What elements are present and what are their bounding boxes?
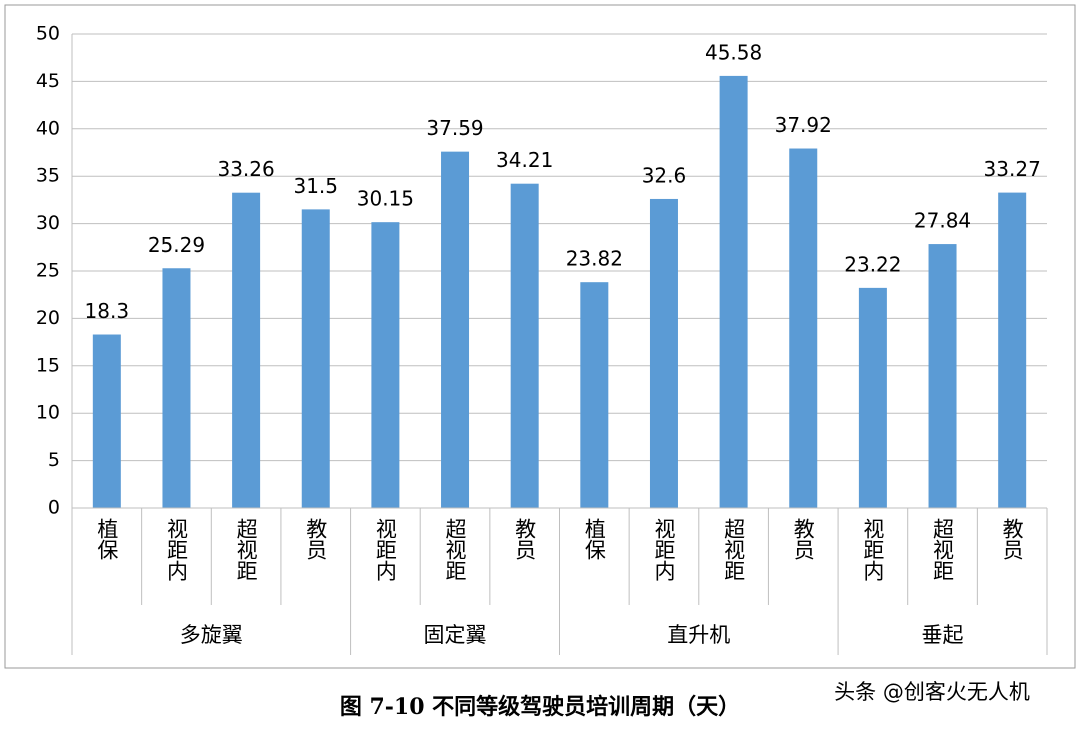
x-tick-label: 教员 <box>304 518 328 560</box>
y-tick-label: 15 <box>36 354 60 376</box>
bar <box>92 334 121 508</box>
bar <box>232 192 261 509</box>
y-tick-label: 20 <box>36 307 60 329</box>
bar <box>928 244 957 509</box>
x-tick-label: 超视距 <box>234 518 258 581</box>
bar <box>510 183 539 508</box>
bar <box>301 209 330 508</box>
x-tick-label: 视距内 <box>373 518 397 581</box>
bar <box>441 151 470 509</box>
x-tick-label: 视距内 <box>164 518 188 581</box>
bar <box>998 192 1027 508</box>
y-tick-label: 35 <box>36 165 60 187</box>
value-label: 37.92 <box>775 113 832 137</box>
y-tick-label: 40 <box>36 117 60 139</box>
y-tick-label: 45 <box>36 70 60 92</box>
x-tick-label: 教员 <box>513 518 537 560</box>
bar <box>649 198 678 508</box>
value-label: 25.29 <box>148 233 205 257</box>
bar <box>719 75 748 508</box>
group-label: 多旋翼 <box>180 623 243 647</box>
x-tick-label: 植保 <box>582 518 606 560</box>
chart-frame <box>4 4 1076 669</box>
value-label: 33.27 <box>984 157 1041 181</box>
x-tick-label: 教员 <box>1000 518 1024 560</box>
y-tick-label: 0 <box>48 497 60 519</box>
value-label: 27.84 <box>914 209 971 233</box>
group-label: 直升机 <box>667 623 730 647</box>
value-label: 31.5 <box>293 174 338 198</box>
caption: 图 7-10 不同等级驾驶员培训周期（天） <box>340 694 740 720</box>
y-tick-label: 50 <box>36 23 60 45</box>
bar <box>789 148 818 508</box>
bar <box>858 287 887 508</box>
bar <box>162 268 191 508</box>
value-label: 33.26 <box>217 157 274 181</box>
y-tick-label: 10 <box>36 402 60 424</box>
value-label: 45.58 <box>705 40 762 64</box>
x-tick-label: 超视距 <box>443 518 467 581</box>
value-label: 30.15 <box>357 187 414 211</box>
x-tick-label: 超视距 <box>722 518 746 581</box>
value-label: 23.82 <box>566 247 623 271</box>
value-label: 32.6 <box>642 163 687 187</box>
bar <box>580 282 609 508</box>
y-tick-label: 30 <box>36 212 60 234</box>
y-tick-label: 25 <box>36 260 60 282</box>
x-tick-label: 教员 <box>791 518 815 560</box>
value-label: 18.3 <box>85 299 130 323</box>
value-label: 23.22 <box>844 252 901 276</box>
x-tick-label: 超视距 <box>931 518 955 581</box>
value-label: 34.21 <box>496 148 553 172</box>
x-tick-label: 视距内 <box>652 518 676 581</box>
bar <box>371 222 400 509</box>
group-label: 垂起 <box>922 623 964 647</box>
x-tick-label: 植保 <box>95 518 119 560</box>
group-label: 固定翼 <box>424 623 487 647</box>
watermark: 头条 @创客火无人机 <box>834 680 1030 704</box>
x-tick-label: 视距内 <box>861 518 885 581</box>
value-label: 37.59 <box>426 116 483 140</box>
y-tick-label: 5 <box>48 449 60 471</box>
